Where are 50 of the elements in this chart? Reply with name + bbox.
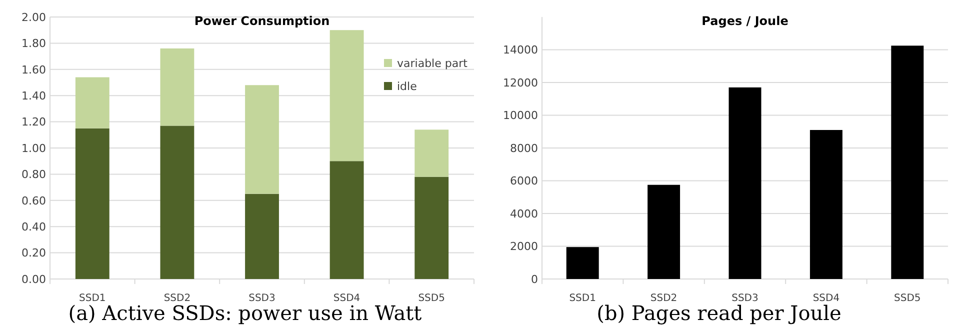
y-tick-label: 8000	[510, 142, 538, 155]
y-tick-label: 1.40	[22, 89, 46, 102]
bar	[414, 176, 449, 279]
x-tick-label: SSD4	[333, 293, 360, 304]
chart-title: Power Consumption	[194, 14, 330, 28]
y-tick-label: 2000	[510, 240, 538, 254]
bar	[245, 85, 279, 194]
y-tick-label: 1.00	[22, 142, 46, 155]
y-tick-label: 1.80	[22, 37, 46, 50]
bar	[330, 161, 364, 279]
x-tick-label: SSD3	[248, 293, 276, 304]
bar	[566, 247, 599, 279]
text: (b) Pages read per Joule	[596, 301, 842, 325]
y-tick-label: 0	[531, 272, 538, 286]
bar	[810, 130, 842, 279]
y-tick-label: 0.00	[22, 272, 46, 286]
bar	[245, 194, 279, 279]
bar	[75, 77, 110, 128]
x-tick-label: SSD1	[79, 293, 106, 304]
y-tick-label: 4000	[510, 207, 538, 220]
y-tick-label: 1.60	[22, 63, 46, 76]
bar	[330, 30, 364, 162]
x-tick-label: SSD4	[812, 293, 840, 304]
bar	[75, 128, 110, 279]
bar	[160, 48, 194, 126]
y-tick-label: 6000	[510, 174, 538, 188]
bar	[648, 184, 680, 279]
x-tick-label: SSD2	[164, 293, 191, 304]
x-tick-label: SSD3	[732, 293, 758, 304]
x-tick-label: SSD2	[650, 293, 678, 304]
y-tick-label: 14000	[503, 44, 538, 57]
y-tick-label: 12000	[503, 76, 538, 90]
x-tick-label: SSD1	[569, 293, 596, 304]
legend-label: variable part	[397, 56, 468, 70]
x-tick-label: SSD5	[418, 293, 445, 304]
chart-title: Pages / Joule	[702, 14, 788, 28]
y-tick-label: 10000	[503, 109, 538, 122]
text: (a) Active SSDs: power use in Watt	[68, 301, 422, 325]
y-tick-label: 0.60	[22, 194, 46, 208]
bar	[728, 87, 762, 279]
legend-label: idle	[397, 80, 418, 93]
y-tick-label: 0.20	[22, 246, 46, 260]
bar	[891, 46, 924, 279]
bar	[160, 126, 194, 279]
y-tick-label: 1.20	[22, 116, 46, 129]
y-tick-label: 0.80	[22, 168, 46, 182]
bar	[414, 130, 449, 177]
y-tick-label: 0.40	[22, 220, 46, 234]
y-tick-label: 2.00	[22, 10, 46, 24]
x-tick-label: SSD5	[894, 293, 921, 304]
